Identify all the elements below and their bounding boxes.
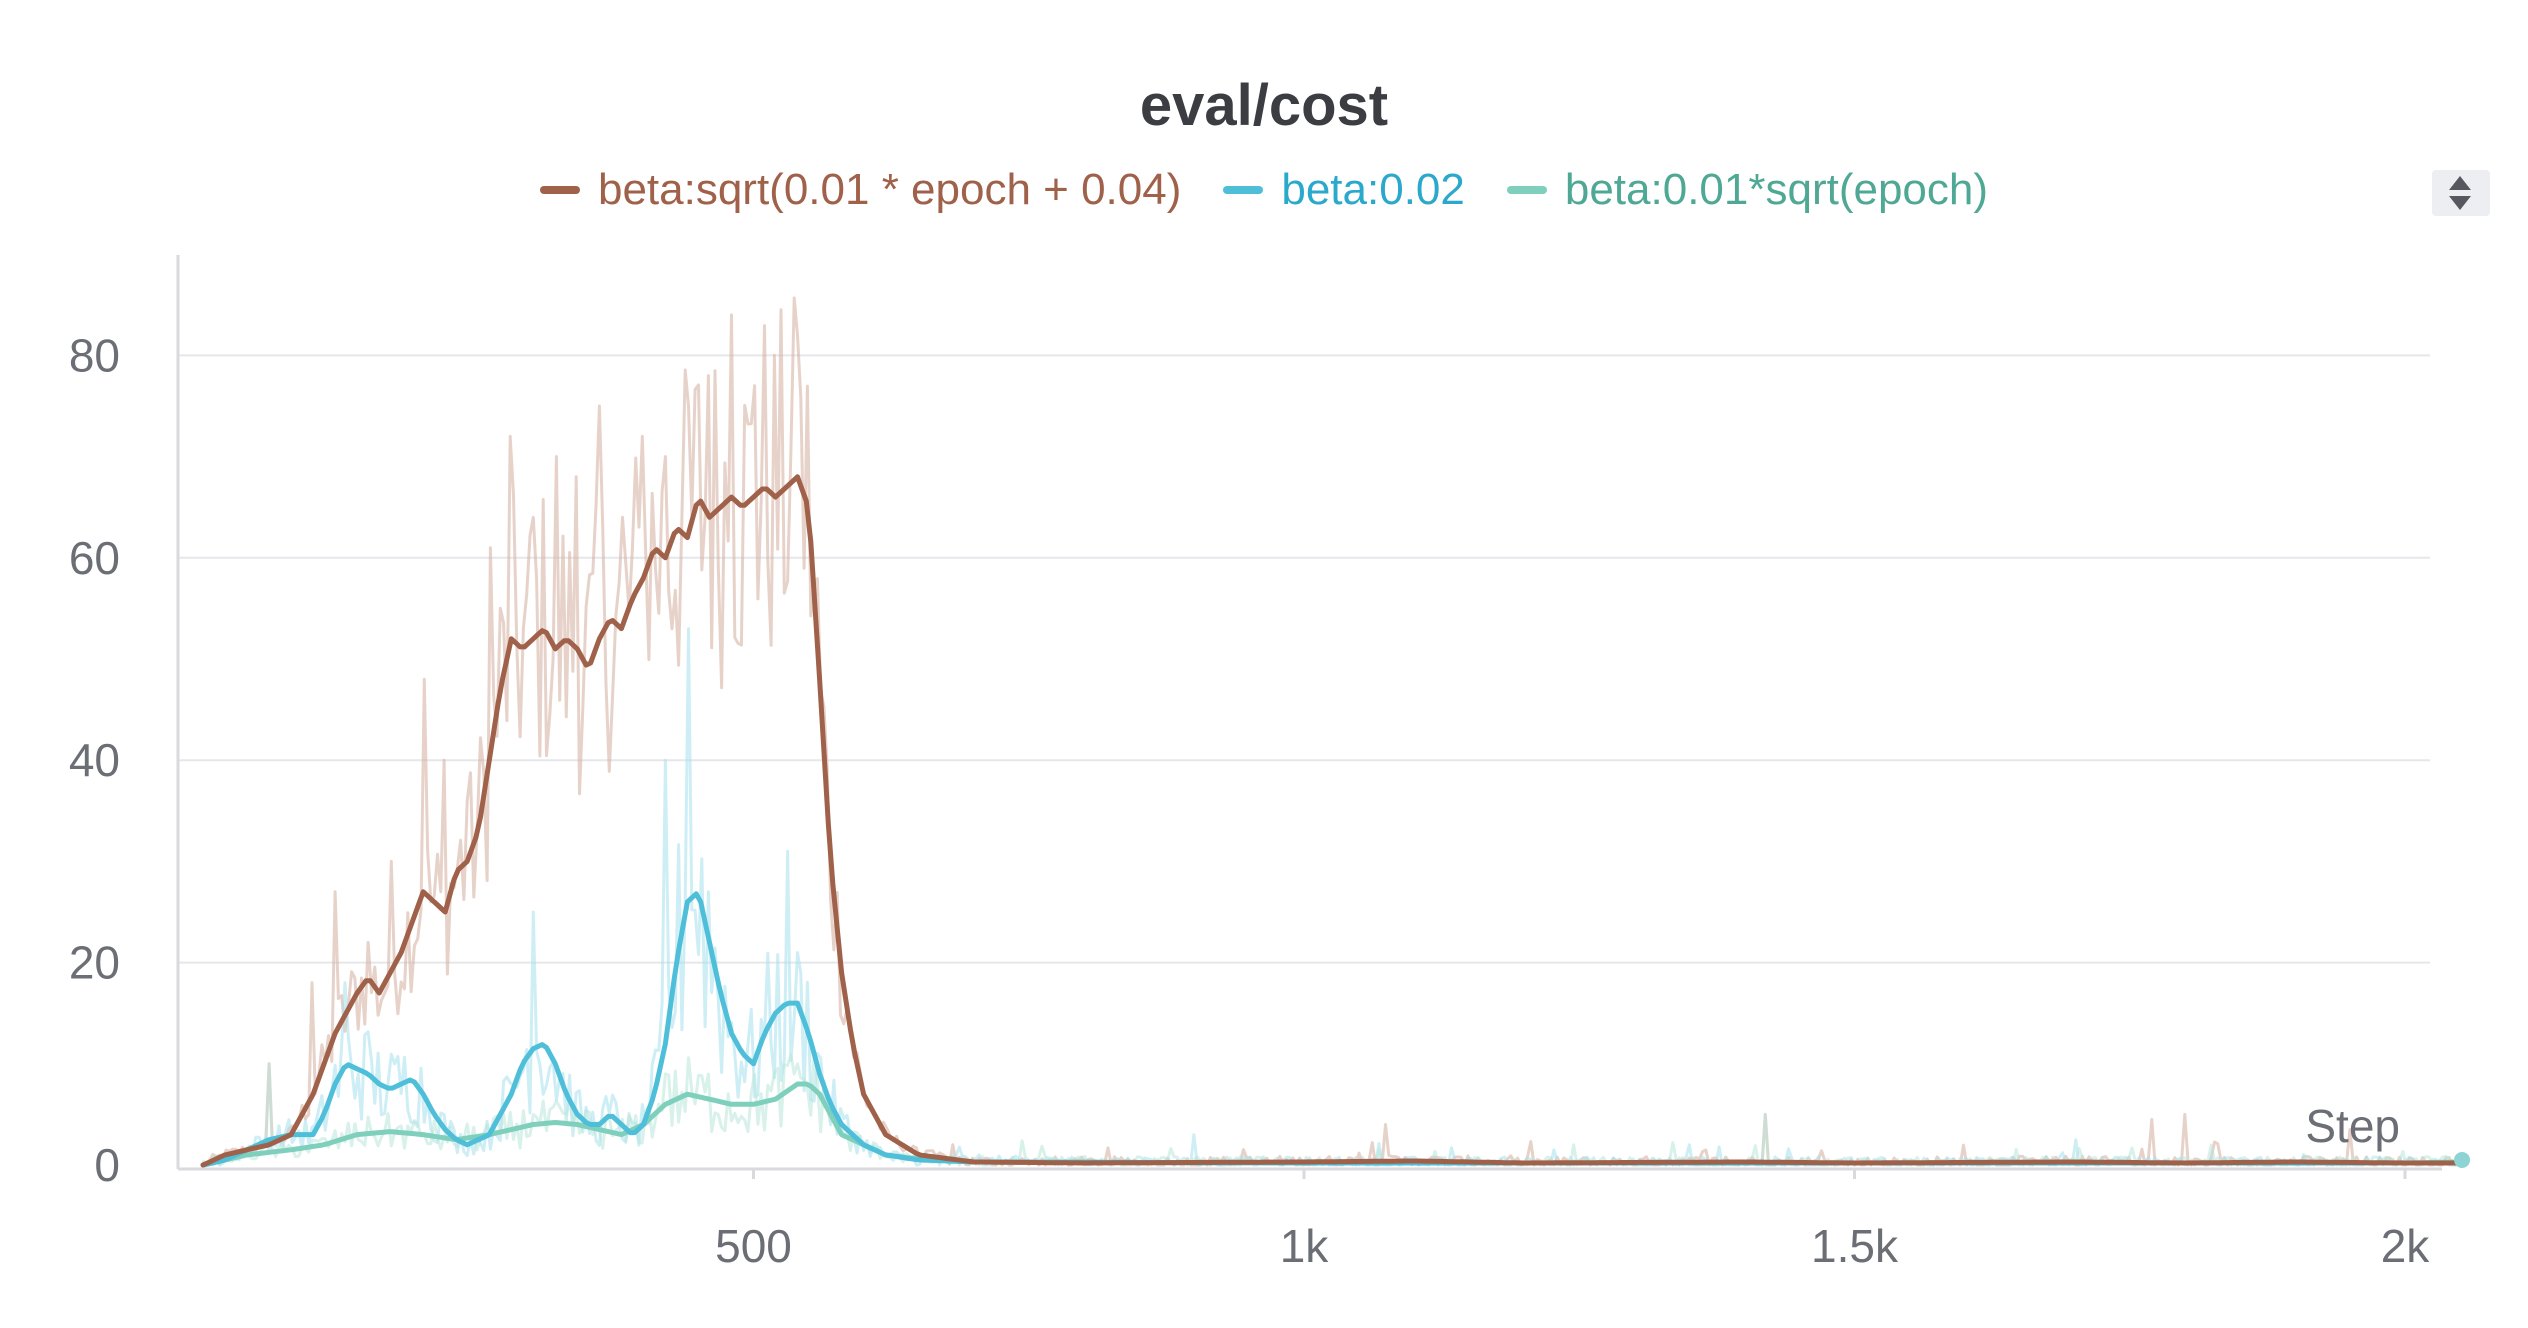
legend-swatch-series-2 [1223,186,1264,194]
scroll-up-icon[interactable] [2449,176,2471,190]
line-series-3 [200,1081,2461,1168]
legend-label-series-3: beta:0.01*sqrt(epoch) [1564,165,1989,214]
y-tick-label: 40 [69,734,120,786]
chart-title: eval/cost [1139,73,1389,138]
legend-item-series-3[interactable]: beta:0.01*sqrt(epoch) [1506,165,1989,215]
line-series-1 [200,474,2461,1168]
legend-scroll-control[interactable] [2432,170,2490,216]
x-tick-label: 500 [715,1220,792,1272]
scroll-down-icon[interactable] [2449,196,2471,210]
legend: beta:sqrt(0.01 * epoch + 0.04) beta:0.02… [0,165,2528,215]
end-point-marker [2454,1151,2471,1168]
y-tick-label: 80 [69,329,120,381]
y-tick-label: 0 [94,1139,120,1191]
legend-item-series-1[interactable]: beta:sqrt(0.01 * epoch + 0.04) [539,165,1182,215]
y-tick-label: 20 [69,937,120,989]
x-tick-label: 2k [2381,1220,2431,1272]
legend-item-series-2[interactable]: beta:0.02 [1223,165,1465,215]
x-tick-label: 1k [1280,1220,1330,1272]
y-tick-label: 60 [69,532,120,584]
legend-swatch-series-3 [1506,186,1547,194]
x-tick-label: 1.5k [1811,1220,1899,1272]
legend-label-series-2: beta:0.02 [1281,165,1465,214]
legend-swatch-series-1 [539,186,580,194]
legend-label-series-1: beta:sqrt(0.01 * epoch + 0.04) [597,165,1182,214]
raw-line-series-1 [202,296,2461,1167]
x-axis-label: Step [2305,1100,2400,1152]
